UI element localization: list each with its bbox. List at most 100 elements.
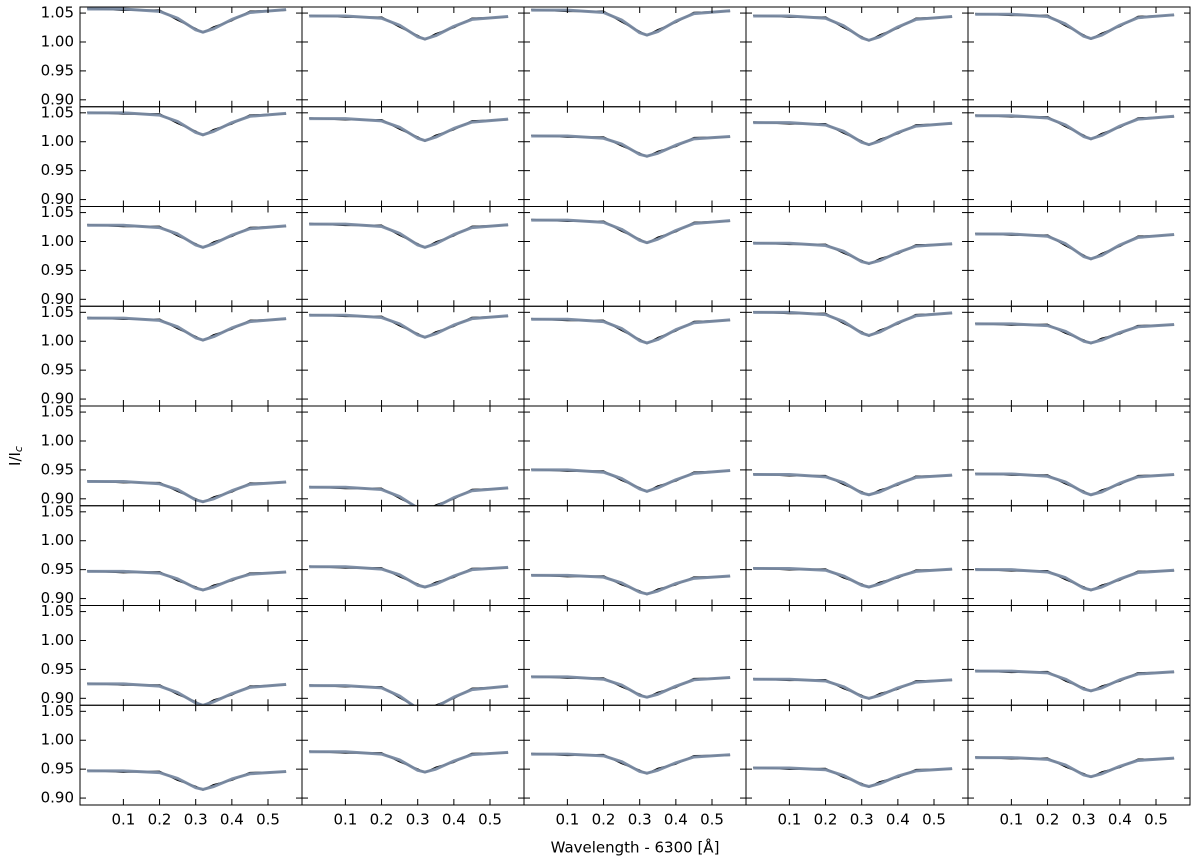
y-tick-label: 1.05 xyxy=(41,602,74,620)
panel xyxy=(523,405,747,507)
plot-area xyxy=(309,14,509,41)
plot-area xyxy=(753,566,953,589)
spectrum-line xyxy=(975,472,1175,497)
x-tick-label: 0.2 xyxy=(370,811,394,829)
panel xyxy=(301,405,525,507)
panel xyxy=(745,704,969,806)
spectrum-line xyxy=(975,568,1175,592)
panel xyxy=(523,106,747,207)
plot-area xyxy=(87,111,287,137)
plot-area xyxy=(753,677,953,700)
plot-area xyxy=(309,313,509,339)
spectrum-line xyxy=(531,218,731,245)
spectrum-line xyxy=(753,677,953,700)
panel-frame xyxy=(301,405,525,507)
x-tick-label: 0.4 xyxy=(1108,811,1132,829)
y-tick-label: 0.95 xyxy=(41,660,74,678)
panel xyxy=(79,106,303,207)
panel-frame xyxy=(79,605,303,706)
y-tick-label: 1.05 xyxy=(41,203,74,221)
panel xyxy=(523,6,747,108)
spectrum-line xyxy=(975,669,1175,693)
panel xyxy=(79,505,303,606)
plot-area xyxy=(531,468,731,493)
spectrum-line xyxy=(531,752,731,775)
spectrum-line xyxy=(975,114,1175,141)
panel-frame xyxy=(967,6,1191,108)
y-tick-label: 0.95 xyxy=(41,61,74,79)
spectrum-line xyxy=(753,14,953,42)
y-tick-label: 0.95 xyxy=(41,261,74,279)
x-tick-label: 0.1 xyxy=(111,811,135,829)
panel xyxy=(523,605,747,706)
panel xyxy=(967,6,1191,108)
x-tick-label: 0.5 xyxy=(256,811,280,829)
panel xyxy=(967,206,1191,307)
y-tick-label: 0.95 xyxy=(41,560,74,578)
x-tick-label: 0.1 xyxy=(555,811,579,829)
panel xyxy=(967,405,1191,507)
plot-area xyxy=(531,8,731,37)
panel xyxy=(967,505,1191,606)
y-tick-label: 0.95 xyxy=(41,460,74,478)
plot-area xyxy=(531,675,731,699)
y-tick-label: 1.00 xyxy=(41,32,74,50)
plot-area xyxy=(975,12,1175,41)
panel-frame xyxy=(79,405,303,507)
panel-frame xyxy=(523,405,747,507)
plot-area xyxy=(975,756,1175,779)
panel xyxy=(967,305,1191,407)
y-tick-label: 1.05 xyxy=(41,702,74,720)
plot-area xyxy=(753,766,953,788)
panel-frame xyxy=(79,206,303,307)
panel-frame xyxy=(523,106,747,207)
y-tick-label: 0.90 xyxy=(41,390,74,408)
y-tick-label: 1.05 xyxy=(41,403,74,421)
spectrum-line xyxy=(531,573,731,596)
panel-frame xyxy=(79,106,303,207)
spectrum-line xyxy=(753,310,953,337)
panel-frame xyxy=(79,505,303,606)
y-tick-label: 0.90 xyxy=(41,290,74,308)
panel xyxy=(745,605,969,706)
spectrum-line xyxy=(87,569,287,592)
x-tick-label: 0.1 xyxy=(333,811,357,829)
spectrum-line xyxy=(975,322,1175,345)
y-tick-label: 1.05 xyxy=(41,502,74,520)
y-tick-label: 1.05 xyxy=(41,303,74,321)
panel-frame xyxy=(301,6,525,108)
y-tick-label: 1.00 xyxy=(41,631,74,649)
x-tick-label: 0.1 xyxy=(777,811,801,829)
y-axis-label-main: I/I xyxy=(6,452,24,466)
panel-frame xyxy=(745,605,969,706)
plot-area xyxy=(975,669,1175,693)
panel-frame xyxy=(967,505,1191,606)
y-tick-label: 0.95 xyxy=(41,760,74,778)
plot-area xyxy=(87,769,287,791)
panel-frame xyxy=(967,305,1191,407)
plot-area xyxy=(753,14,953,42)
panel xyxy=(79,405,303,507)
spectrum-line xyxy=(531,134,731,158)
plot-area xyxy=(975,472,1175,497)
spectrum-line xyxy=(87,769,287,791)
x-tick-label: 0.4 xyxy=(886,811,910,829)
panel-frame xyxy=(745,704,969,806)
plot-area xyxy=(531,752,731,775)
plot-area xyxy=(753,473,953,497)
panel xyxy=(967,704,1191,806)
spectrum-line xyxy=(753,241,953,265)
plot-area xyxy=(309,117,509,143)
x-tick-label: 0.2 xyxy=(814,811,838,829)
plot-area xyxy=(309,565,509,589)
panel-frame xyxy=(967,206,1191,307)
panel xyxy=(79,206,303,307)
spectrum-line xyxy=(753,121,953,147)
plot-area xyxy=(753,310,953,337)
x-tick-label: 0.5 xyxy=(922,811,946,829)
plot-area xyxy=(975,568,1175,592)
panel xyxy=(967,106,1191,207)
y-tick-label: 0.90 xyxy=(41,489,74,507)
spectrum-line xyxy=(975,12,1175,41)
plot-area xyxy=(531,573,731,596)
